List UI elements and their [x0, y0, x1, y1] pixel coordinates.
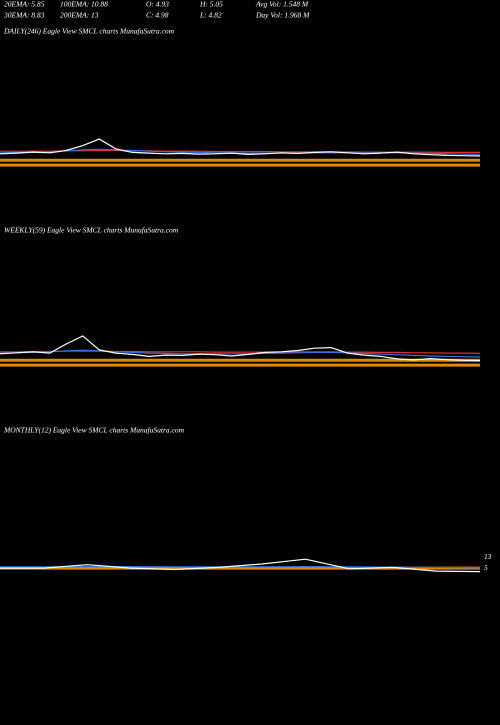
- series-line: [0, 349, 481, 358]
- header-stat: H: 5.05: [199, 0, 223, 9]
- series-line: [0, 335, 481, 362]
- header-stat: Day Vol: 1.968 M: [255, 11, 310, 20]
- panel-title: DAILY(246) Eagle View SMCL charts Munafa…: [3, 27, 175, 36]
- series-line: [0, 558, 481, 573]
- header-stat: Avg Vol: 1.548 M: [255, 0, 309, 9]
- series-line: [0, 565, 481, 569]
- header-stat: C: 4.98: [146, 11, 169, 20]
- header-stat: 20EMA: 5.85: [4, 0, 45, 9]
- y-tick-label: 5: [484, 563, 488, 572]
- panel-title: MONTHLY(12) Eagle View SMCL charts Munaf…: [3, 426, 185, 435]
- header-stat: O: 4.93: [146, 0, 169, 9]
- header-stat: 30EMA: 8.83: [3, 11, 45, 20]
- header-stat: L: 4.82: [199, 11, 222, 20]
- series-line: [0, 138, 481, 157]
- header-stat: 100EMA: 10.88: [60, 0, 108, 9]
- header-stat: 200EMA: 13: [60, 11, 99, 20]
- panel-title: WEEKLY(59) Eagle View SMCL charts Munafa…: [4, 226, 179, 235]
- series-line: [0, 350, 481, 354]
- y-tick-label: 13: [484, 552, 492, 561]
